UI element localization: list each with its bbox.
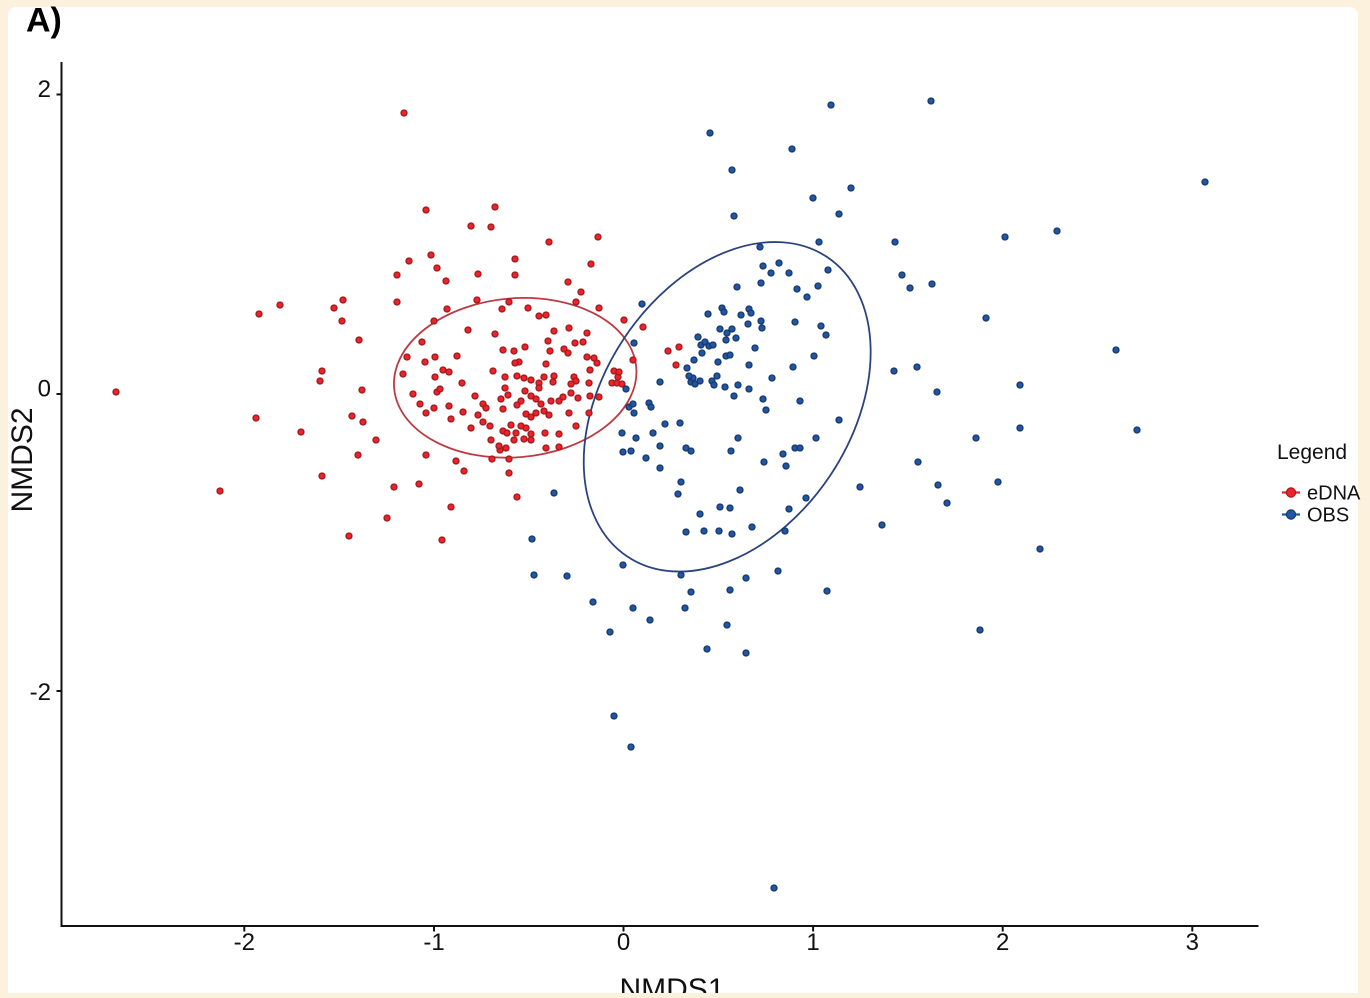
- svg-text:NMDS1: NMDS1: [619, 973, 724, 993]
- svg-text:2: 2: [996, 929, 1009, 956]
- svg-text:Legend: Legend: [1277, 441, 1347, 464]
- svg-text:NMDS2: NMDS2: [6, 407, 39, 512]
- svg-text:-2: -2: [234, 929, 255, 956]
- svg-text:-2: -2: [30, 679, 51, 706]
- svg-text:A): A): [26, 2, 62, 40]
- svg-text:1: 1: [806, 929, 819, 956]
- svg-text:OBS: OBS: [1307, 505, 1349, 527]
- svg-text:0: 0: [617, 929, 630, 956]
- svg-text:0: 0: [38, 376, 51, 403]
- svg-text:2: 2: [38, 76, 51, 103]
- svg-text:-1: -1: [423, 929, 444, 956]
- svg-text:eDNA: eDNA: [1307, 483, 1361, 505]
- svg-text:3: 3: [1186, 929, 1199, 956]
